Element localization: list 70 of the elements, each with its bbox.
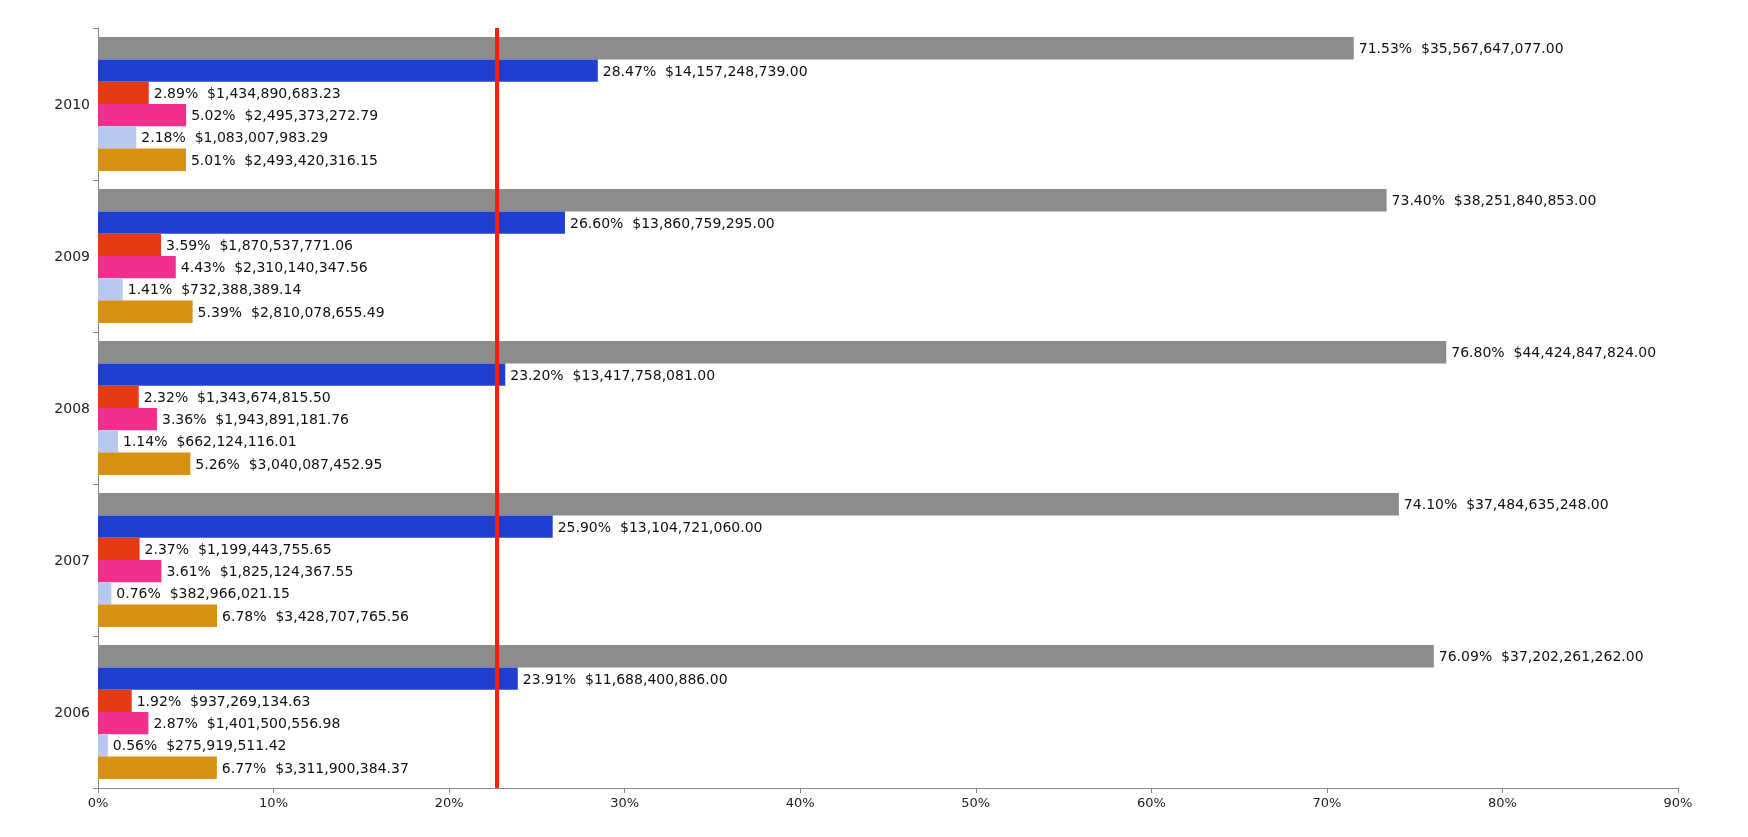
bar bbox=[98, 408, 157, 431]
bar bbox=[98, 734, 108, 757]
bar bbox=[98, 452, 191, 475]
data-label: 76.80% $44,424,847,824.00 bbox=[1451, 344, 1657, 361]
data-label: 26.60% $13,860,759,295.00 bbox=[569, 214, 775, 231]
x-tick-label: 70% bbox=[1312, 795, 1342, 810]
data-label: 71.53% $35,567,647,077.00 bbox=[1358, 40, 1564, 57]
x-tick-label: 80% bbox=[1487, 795, 1517, 810]
bar bbox=[98, 756, 217, 779]
bar bbox=[98, 148, 186, 171]
data-label: 2.18% $1,083,007,983.29 bbox=[141, 129, 329, 146]
data-label: 5.02% $2,495,373,272.79 bbox=[191, 107, 379, 124]
data-label: 28.47% $14,157,248,739.00 bbox=[602, 62, 808, 79]
data-label: 74.10% $37,484,635,248.00 bbox=[1403, 496, 1609, 513]
data-label: 5.26% $3,040,087,452.95 bbox=[195, 455, 383, 472]
data-label: 2.37% $1,199,443,755.65 bbox=[144, 540, 332, 557]
bar bbox=[98, 81, 149, 104]
bar bbox=[98, 712, 149, 735]
bar bbox=[98, 233, 162, 256]
bar bbox=[98, 385, 139, 408]
data-label: 1.92% $937,269,134.63 bbox=[136, 692, 311, 709]
x-tick-label: 40% bbox=[785, 795, 815, 810]
bar bbox=[98, 689, 132, 712]
data-label: 3.59% $1,870,537,771.06 bbox=[166, 236, 354, 253]
data-label: 3.36% $1,943,891,181.76 bbox=[161, 411, 350, 428]
bar bbox=[98, 515, 553, 538]
data-label: 0.76% $382,966,021.15 bbox=[116, 585, 290, 602]
bar bbox=[98, 256, 176, 279]
data-label: 73.40% $38,251,840,853.00 bbox=[1391, 192, 1597, 209]
x-tick-label: 20% bbox=[434, 795, 464, 810]
x-tick-label: 50% bbox=[961, 795, 991, 810]
x-tick-label: 90% bbox=[1663, 795, 1693, 810]
bar bbox=[98, 104, 187, 127]
bar bbox=[98, 604, 218, 627]
data-label: 6.77% $3,311,900,384.37 bbox=[221, 759, 409, 776]
x-tick-label: 30% bbox=[610, 795, 640, 810]
data-label: 76.09% $37,202,261,262.00 bbox=[1438, 648, 1644, 665]
data-label: 3.61% $1,825,124,367.55 bbox=[166, 563, 354, 580]
data-label: 2.32% $1,343,674,815.50 bbox=[143, 388, 331, 405]
bar bbox=[98, 560, 162, 583]
data-label: 0.56% $275,919,511.42 bbox=[112, 737, 287, 754]
y-tick-label: 2006 bbox=[54, 704, 91, 720]
data-label: 2.89% $1,434,890,683.23 bbox=[153, 84, 341, 101]
data-label: 5.39% $2,810,078,655.49 bbox=[197, 303, 385, 320]
data-label: 23.91% $11,688,400,886.00 bbox=[522, 670, 728, 687]
x-tick-label: 0% bbox=[87, 795, 109, 810]
bar bbox=[98, 582, 112, 605]
bar bbox=[98, 300, 193, 323]
data-label: 4.43% $2,310,140,347.56 bbox=[180, 259, 368, 276]
data-label: 5.01% $2,493,420,316.15 bbox=[190, 151, 378, 168]
data-label: 6.78% $3,428,707,765.56 bbox=[222, 607, 410, 624]
bar bbox=[98, 430, 119, 453]
bar bbox=[98, 363, 506, 386]
data-label: 1.14% $662,124,116.01 bbox=[123, 433, 297, 450]
bar bbox=[98, 667, 518, 690]
x-tick-label: 60% bbox=[1136, 795, 1166, 810]
data-label: 23.20% $13,417,758,081.00 bbox=[510, 366, 716, 383]
bar bbox=[98, 537, 140, 560]
y-tick-label: 2009 bbox=[54, 248, 90, 264]
y-tick-label: 2007 bbox=[54, 552, 90, 568]
bar bbox=[98, 59, 598, 82]
y-tick-label: 2010 bbox=[54, 96, 90, 112]
y-tick-label: 2008 bbox=[54, 400, 90, 416]
x-tick-label: 10% bbox=[259, 795, 289, 810]
bar bbox=[98, 278, 123, 301]
bar bbox=[98, 126, 137, 149]
bar bbox=[98, 211, 565, 234]
data-label: 2.87% $1,401,500,556.98 bbox=[153, 715, 341, 732]
data-label: 1.41% $732,388,389.14 bbox=[127, 281, 302, 298]
data-label: 25.90% $13,104,721,060.00 bbox=[557, 518, 763, 535]
